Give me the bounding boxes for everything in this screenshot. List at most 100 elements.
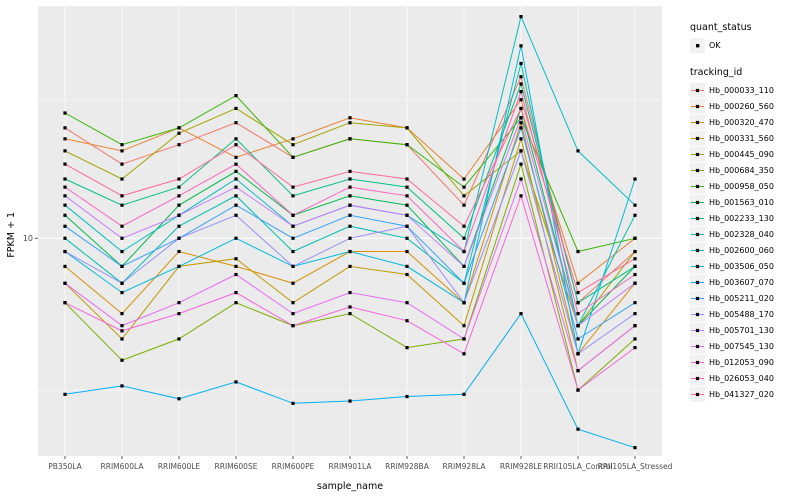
data-point [633,312,637,316]
data-point [234,185,238,189]
data-point [519,194,523,198]
data-point [177,397,181,401]
data-point [120,290,124,295]
data-point [348,203,352,207]
data-point [462,177,466,181]
data-point [519,44,523,48]
data-point [291,137,295,141]
legend-label: Hb_005211_020 [709,294,774,303]
data-point [234,301,238,305]
data-point [633,177,637,181]
legend: quant_status OK tracking_id Hb_000033_11… [690,22,798,416]
data-point [291,224,295,228]
data-point [348,399,352,403]
data-point [234,380,238,384]
data-point [120,162,124,166]
data-point [405,346,409,350]
x-tick-label: RRIM600PE [272,462,315,471]
data-point [348,224,352,228]
data-point [63,224,67,228]
legend-item-Hb_026053_040: Hb_026053_040 [690,371,798,386]
data-point [462,392,466,396]
legend-label: Hb_005488_170 [709,310,774,319]
x-tick-label: RRII105LA_Stressed [598,462,673,471]
line-point-icon [691,168,704,173]
data-point [405,249,409,254]
data-point [291,301,295,305]
data-point [177,312,181,316]
legend-label: Hb_007545_130 [709,342,774,351]
data-point [177,126,181,130]
data-point [234,137,238,141]
data-point [633,264,637,268]
data-point [291,249,295,254]
data-point [348,116,352,120]
legend-section-quant-status: quant_status OK [690,22,798,53]
data-point [177,194,181,198]
color-key-Hb_041327_020 [690,387,705,402]
data-point [576,352,580,356]
legend-label: Hb_012053_090 [709,358,774,367]
color-key-Hb_003506_050 [690,259,705,274]
legend-item-Hb_003607_070: Hb_003607_070 [690,275,798,290]
data-point [576,290,580,295]
data-point [348,305,352,309]
data-point [63,137,67,141]
line-point-icon [691,120,704,125]
data-point [348,137,352,141]
line-point-icon [691,264,704,269]
data-point [519,121,523,125]
data-point [120,324,124,328]
data-point [348,177,352,181]
y-axis-title: FPKM + 1 [6,212,17,258]
data-point [234,203,238,207]
data-point [120,143,124,147]
data-point [120,329,124,333]
legend-label: Hb_001563_010 [709,198,774,207]
data-point [63,264,67,268]
data-point [120,337,124,341]
line-point-icon [691,88,704,93]
x-tick-label: RRIM600LA [101,462,145,471]
data-point [405,194,409,198]
legend-label: Hb_003506_050 [709,262,774,271]
data-point [462,281,466,285]
line-point-icon [691,376,704,381]
data-point [462,301,466,305]
data-point [63,126,67,130]
data-point [63,177,67,181]
data-point [348,213,352,217]
black-point-icon [696,44,700,48]
x-tick-label: RRIM600SE [215,462,258,471]
x-axis-title: sample_name [316,481,384,492]
data-point [63,392,67,396]
data-point [120,312,124,316]
data-point [462,203,466,207]
legend-item-ok: OK [690,38,798,53]
y-tick-label: 10 [23,234,33,243]
line-point-icon [691,248,704,253]
legend-item-Hb_000260_560: Hb_000260_560 [690,99,798,114]
color-key-Hb_012053_090 [690,355,705,370]
x-tick-label: RRIM928LE [500,462,543,471]
legend-label: Hb_000033_110 [709,86,774,95]
legend-label: Hb_026053_040 [709,374,774,383]
data-point [519,126,523,130]
legend-label: Hb_002233_130 [709,214,774,223]
data-point [633,446,637,450]
legend-item-Hb_000445_090: Hb_000445_090 [690,147,798,162]
data-point [234,257,238,261]
legend-label: Hb_002600_060 [709,246,774,255]
data-point [348,312,352,316]
data-point [63,149,67,153]
data-point [291,213,295,217]
data-point [348,194,352,198]
color-key-Hb_005211_020 [690,291,705,306]
legend-item-Hb_000320_470: Hb_000320_470 [690,115,798,130]
data-point [348,290,352,295]
data-point [63,301,67,305]
color-key-Hb_001563_010 [690,195,705,210]
data-point [633,236,637,240]
color-key-Hb_002233_130 [690,211,705,226]
